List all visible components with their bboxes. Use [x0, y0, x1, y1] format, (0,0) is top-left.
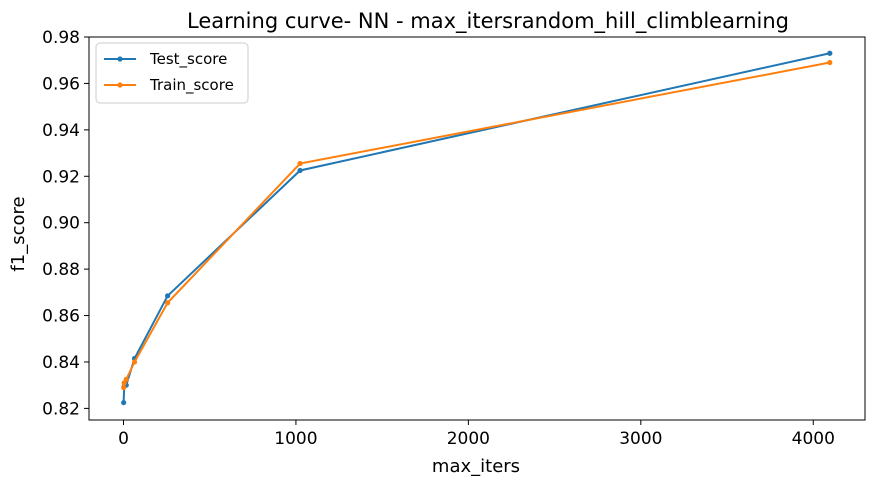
- data-point: [827, 50, 833, 56]
- x-tick-label: 2000: [447, 429, 490, 449]
- y-tick-label: 0.96: [42, 74, 80, 94]
- chart-title: Learning curve- NN - max_itersrandom_hil…: [187, 9, 789, 34]
- data-point: [165, 300, 171, 306]
- x-tick-label: 0: [118, 429, 129, 449]
- series-line-2: [122, 61, 831, 388]
- x-tick-label: 1000: [274, 429, 317, 449]
- y-tick-label: 0.92: [42, 167, 80, 187]
- data-point: [827, 59, 833, 66]
- y-axis-label: f1_score: [8, 196, 29, 271]
- y-tick-label: 0.98: [42, 28, 80, 48]
- data-point: [121, 384, 127, 391]
- data-point: [297, 160, 303, 167]
- x-axis-label: max_iters: [432, 456, 520, 477]
- legend-swatch-marker: [117, 82, 123, 88]
- data-point: [297, 167, 303, 174]
- x-tick-label: 3000: [619, 429, 662, 449]
- y-tick-label: 0.86: [42, 307, 80, 327]
- y-tick-label: 0.82: [42, 399, 80, 419]
- y-tick-label: 0.84: [42, 353, 80, 373]
- legend-entry-label: Train_score: [149, 76, 234, 95]
- plot-area: 0 1000 2000 3000 4000 0.82 0.84 0.86 0.88 0.90 0.9…: [42, 28, 866, 449]
- data-point: [123, 376, 129, 382]
- data-point: [121, 399, 127, 406]
- data-point: [165, 293, 171, 299]
- data-point: [131, 359, 138, 365]
- legend-swatch-marker: [117, 56, 123, 62]
- series-line-1: [122, 52, 831, 403]
- y-tick-label: 0.88: [42, 260, 80, 280]
- y-tick-label: 0.94: [42, 121, 80, 141]
- legend-entry-label: Test_score: [149, 50, 227, 69]
- y-tick-label: 0.90: [42, 214, 80, 234]
- x-tick-label: 4000: [792, 429, 835, 449]
- plot-frame: [88, 36, 866, 421]
